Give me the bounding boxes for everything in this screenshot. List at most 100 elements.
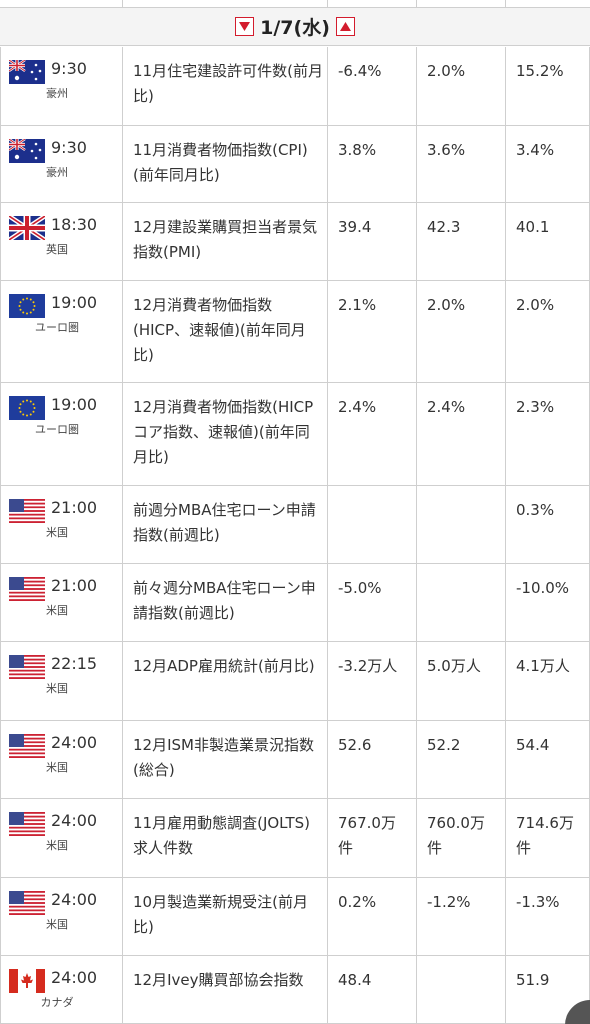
indicator-cell: 10月製造業新規受注(前月比): [122, 878, 327, 955]
forecast-value-cell: 52.2: [416, 721, 505, 798]
forecast-value-cell: 2.0%: [416, 281, 505, 382]
previous-value: 2.4%: [338, 398, 377, 416]
actual-value-cell: -1.3%: [505, 878, 590, 955]
us-flag-icon: [9, 577, 45, 601]
previous-value-cell: 39.4: [327, 203, 416, 280]
indicator-name: 前週分MBA住宅ローン申請指数(前週比): [133, 501, 316, 544]
previous-value: 39.4: [338, 218, 372, 236]
indicator-name: 12月Ivey購買部協会指数: [133, 971, 304, 989]
region-label: 米国: [46, 604, 68, 617]
forecast-value-cell: 760.0万件: [416, 799, 505, 877]
forecast-value: 5.0万人: [427, 657, 481, 675]
us-flag-icon: [9, 655, 45, 679]
table-row: 22:15 米国 12月ADP雇用統計(前月比) -3.2万人 5.0万人 4.…: [0, 642, 590, 721]
actual-value-cell: 3.4%: [505, 126, 590, 202]
forecast-value: 760.0万件: [427, 814, 485, 857]
previous-value: 0.2%: [338, 893, 377, 911]
previous-value-cell: 0.2%: [327, 878, 416, 955]
table-row: 24:00 米国 12月ISM非製造業景況指数(総合) 52.6 52.2 54…: [0, 721, 590, 799]
previous-value-cell: 52.6: [327, 721, 416, 798]
uk-flag-icon: [9, 216, 45, 240]
next-day-button[interactable]: [335, 17, 355, 36]
actual-value: 40.1: [516, 218, 550, 236]
time-cell: 24:00 米国: [0, 721, 122, 798]
forecast-value: 2.0%: [427, 62, 466, 80]
forecast-value: 42.3: [427, 218, 461, 236]
time-cell: 9:30 豪州: [0, 47, 122, 125]
forecast-value: -1.2%: [427, 893, 471, 911]
time-cell: 22:15 米国: [0, 642, 122, 720]
release-time: 19:00: [51, 293, 98, 312]
us-flag-icon: [9, 734, 45, 758]
indicator-name: 12月建設業購買担当者景気指数(PMI): [133, 218, 318, 261]
previous-value-cell: -3.2万人: [327, 642, 416, 720]
actual-value: 51.9: [516, 971, 550, 989]
release-time: 24:00: [51, 968, 98, 987]
time-cell: 19:00 ユーロ圏: [0, 281, 122, 382]
table-row: 9:30 豪州 11月消費者物価指数(CPI)(前年同月比) 3.8% 3.6%…: [0, 126, 590, 203]
actual-value: 15.2%: [516, 62, 564, 80]
time-cell: 21:00 米国: [0, 564, 122, 641]
indicator-cell: 11月住宅建設許可件数(前月比): [122, 47, 327, 125]
region-label: 米国: [46, 682, 68, 695]
table-row: 19:00 ユーロ圏 12月消費者物価指数(HICPコア指数、速報値)(前年同月…: [0, 383, 590, 486]
release-time: 9:30: [51, 59, 87, 78]
table-row: 21:00 米国 前週分MBA住宅ローン申請指数(前週比) 0.3%: [0, 486, 590, 564]
indicator-name: 11月住宅建設許可件数(前月比): [133, 62, 323, 105]
time-cell: 24:00 米国: [0, 878, 122, 955]
release-time: 24:00: [51, 733, 98, 752]
indicator-cell: 12月消費者物価指数(HICPコア指数、速報値)(前年同月比): [122, 383, 327, 485]
indicator-name: 11月消費者物価指数(CPI)(前年同月比): [133, 141, 308, 184]
actual-value-cell: 40.1: [505, 203, 590, 280]
region-label: 米国: [46, 918, 68, 931]
previous-value: 3.8%: [338, 141, 377, 159]
previous-value-cell: [327, 486, 416, 563]
indicator-cell: 12月ADP雇用統計(前月比): [122, 642, 327, 720]
region-label: 米国: [46, 839, 68, 852]
eu-flag-icon: [9, 294, 45, 318]
table-row: 24:00 米国 10月製造業新規受注(前月比) 0.2% -1.2% -1.3…: [0, 878, 590, 956]
actual-value: 54.4: [516, 736, 550, 754]
previous-value: 52.6: [338, 736, 372, 754]
us-flag-icon: [9, 812, 45, 836]
previous-value-cell: 48.4: [327, 956, 416, 1023]
forecast-value-cell: 2.4%: [416, 383, 505, 485]
forecast-value: 2.0%: [427, 296, 466, 314]
actual-value: 2.3%: [516, 398, 555, 416]
actual-value: 3.4%: [516, 141, 555, 159]
actual-value-cell: 0.3%: [505, 486, 590, 563]
time-cell: 9:30 豪州: [0, 126, 122, 202]
previous-day-button[interactable]: [235, 17, 255, 36]
table-row: 18:30 英国 12月建設業購買担当者景気指数(PMI) 39.4 42.3 …: [0, 203, 590, 281]
actual-value-cell: 15.2%: [505, 47, 590, 125]
indicator-cell: 12月ISM非製造業景況指数(総合): [122, 721, 327, 798]
actual-value: 0.3%: [516, 501, 555, 519]
forecast-value-cell: [416, 486, 505, 563]
actual-value-cell: 54.4: [505, 721, 590, 798]
forecast-value: 2.4%: [427, 398, 466, 416]
table-row: 19:00 ユーロ圏 12月消費者物価指数(HICP、速報値)(前年同月比) 2…: [0, 281, 590, 383]
release-time: 19:00: [51, 395, 98, 414]
canada-flag-icon: [9, 969, 45, 993]
time-cell: 24:00 カナダ: [0, 956, 122, 1023]
forecast-value: 3.6%: [427, 141, 466, 159]
actual-value-cell: 2.3%: [505, 383, 590, 485]
previous-value-cell: -5.0%: [327, 564, 416, 641]
indicator-name: 12月ISM非製造業景況指数(総合): [133, 736, 314, 779]
previous-table-stub: [0, 0, 590, 8]
actual-value: 2.0%: [516, 296, 555, 314]
previous-value-cell: -6.4%: [327, 47, 416, 125]
previous-value: -6.4%: [338, 62, 382, 80]
actual-value: 4.1万人: [516, 657, 570, 675]
forecast-value-cell: 2.0%: [416, 47, 505, 125]
indicator-name: 前々週分MBA住宅ローン申請指数(前週比): [133, 579, 316, 622]
indicator-name: 10月製造業新規受注(前月比): [133, 893, 308, 936]
time-cell: 24:00 米国: [0, 799, 122, 877]
release-time: 24:00: [51, 811, 98, 830]
indicator-name: 12月消費者物価指数(HICP、速報値)(前年同月比): [133, 296, 306, 364]
forecast-value: 52.2: [427, 736, 461, 754]
table-row: 24:00 カナダ 12月Ivey購買部協会指数 48.4 51.9: [0, 956, 590, 1024]
previous-value-cell: 2.1%: [327, 281, 416, 382]
region-label: ユーロ圏: [35, 321, 79, 334]
indicator-cell: 前々週分MBA住宅ローン申請指数(前週比): [122, 564, 327, 641]
